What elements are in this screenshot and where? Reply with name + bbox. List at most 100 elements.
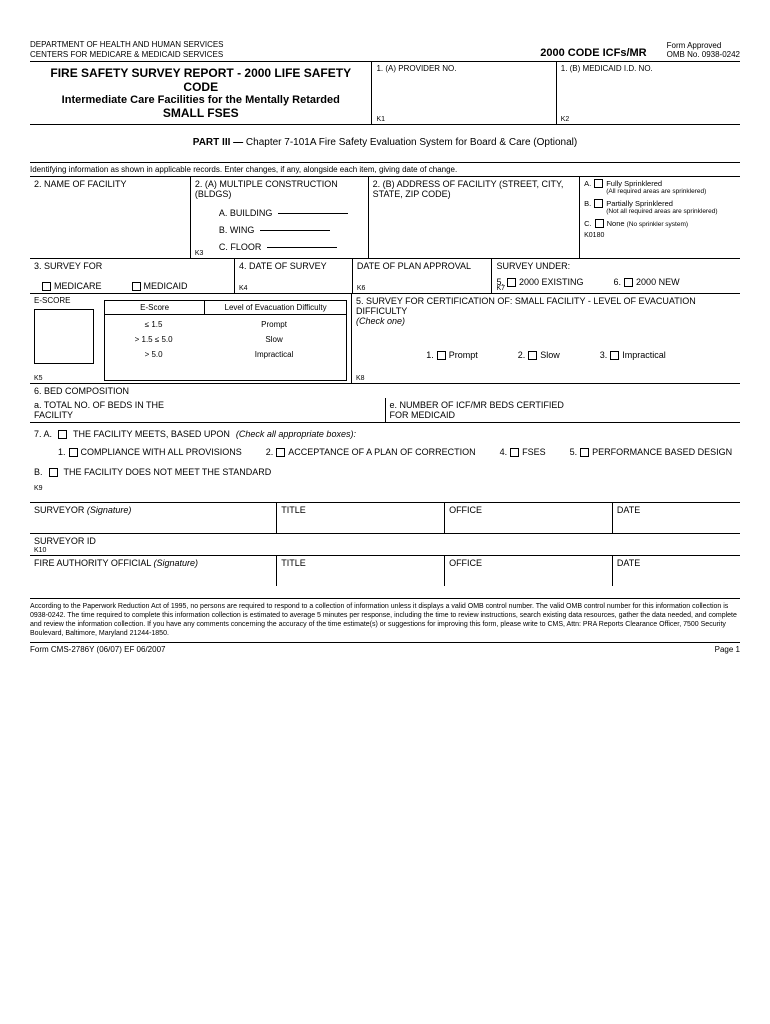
fire-title-cell[interactable]: TITLE [277, 556, 445, 586]
surveyor-sig-cell[interactable]: SURVEYOR (Signature) [30, 503, 277, 533]
escore-hdr1: E-Score [105, 301, 205, 314]
medicaid-label: MEDICAID [144, 281, 188, 291]
check-one: (Check one) [356, 316, 736, 326]
impractical-checkbox[interactable] [610, 351, 619, 360]
none-sprinklered-checkbox[interactable] [595, 219, 604, 228]
s7-2-pre: 2. [266, 447, 274, 457]
escore-r2a: > 1.5 ≤ 5.0 [107, 332, 200, 347]
s7a-text: THE FACILITY MEETS, BASED UPON [73, 429, 230, 439]
header-right: 2000 CODE ICFs/MR Form Approved OMB No. … [540, 41, 740, 59]
survey-under-cell: SURVEY UNDER: 5.2000 EXISTING 6.2000 NEW… [491, 259, 740, 293]
sprk-c-text: None [607, 219, 625, 228]
su-label: SURVEY UNDER: [496, 261, 736, 271]
fully-sprinklered-checkbox[interactable] [594, 179, 603, 188]
building-field[interactable] [278, 205, 348, 214]
performance-checkbox[interactable] [580, 448, 589, 457]
medicare-checkbox[interactable] [42, 282, 51, 291]
sprinkler-cell: A. Fully Sprinklered(All required areas … [580, 177, 740, 258]
info-note: Identifying information as shown in appl… [30, 162, 740, 176]
medicaid-checkbox[interactable] [132, 282, 141, 291]
wing-field[interactable] [260, 222, 330, 231]
evac-2-pre: 2. [518, 350, 526, 360]
fire-sig-cell[interactable]: FIRE AUTHORITY OFFICIAL (Signature) [30, 556, 277, 586]
s7a-pre: 7. A. [34, 429, 52, 439]
k5-label: K5 [34, 375, 43, 382]
sig-ital1: (Signature) [87, 505, 132, 515]
escore-side: E-SCORE [34, 296, 94, 381]
s7-1-pre: 1. [58, 447, 66, 457]
sprk-a-text: Fully Sprinklered [606, 179, 706, 188]
wing-label: B. WING [219, 222, 255, 239]
escore-r1a: ≤ 1.5 [107, 317, 200, 332]
bed-title: 6. BED COMPOSITION [30, 384, 133, 398]
survey-for-label: 3. SURVEY FOR [34, 261, 230, 271]
survey-for-cell: 3. SURVEY FOR MEDICARE MEDICAID [30, 259, 234, 293]
fire-official-row: FIRE AUTHORITY OFFICIAL (Signature) TITL… [30, 555, 740, 586]
sprk-b-text: Partially Sprinklered [606, 199, 717, 208]
s7-1-text: COMPLIANCE WITH ALL PROVISIONS [81, 447, 242, 457]
paperwork-footer: According to the Paperwork Reduction Act… [30, 598, 740, 638]
title-block: FIRE SAFETY SURVEY REPORT - 2000 LIFE SA… [30, 62, 372, 124]
fses-checkbox[interactable] [510, 448, 519, 457]
form-number-row: Form CMS-2786Y (06/07) EF 06/2007 Page 1 [30, 642, 740, 654]
bed-icfmr-cell: e. NUMBER OF ICF/MR BEDS CERTIFIED FOR M… [386, 398, 741, 422]
title-line2: Intermediate Care Facilities for the Men… [38, 94, 363, 106]
acceptance-checkbox[interactable] [276, 448, 285, 457]
slow-checkbox[interactable] [528, 351, 537, 360]
escore-input-box[interactable] [34, 309, 94, 364]
medicare-label: MEDICARE [54, 281, 102, 291]
surveyor-date-cell[interactable]: DATE [613, 503, 740, 533]
escore-right: 5. SURVEY FOR CERTIFICATION OF: SMALL FA… [352, 294, 740, 383]
evac-1-text: Prompt [449, 350, 478, 360]
address-label: 2. (B) ADDRESS OF FACILITY (STREET, CITY… [373, 179, 576, 199]
dos-label: 4. DATE OF SURVEY [239, 261, 348, 271]
surveyor-id-label: SURVEYOR ID [34, 536, 736, 546]
part3-heading: PART III — Chapter 7-101A Fire Safety Ev… [30, 125, 740, 162]
not-meet-checkbox[interactable] [49, 468, 58, 477]
s7-4-text: FSES [522, 447, 546, 457]
escore-r1b: Prompt [204, 317, 344, 332]
row-facility: 2. NAME OF FACILITY 2. (A) MULTIPLE CONS… [30, 176, 740, 258]
building-label: A. BUILDING [219, 205, 273, 222]
existing-checkbox[interactable] [507, 278, 516, 287]
provider-label: 1. (A) PROVIDER NO. [376, 64, 551, 73]
escore-right-title: 5. SURVEY FOR CERTIFICATION OF: SMALL FA… [356, 296, 736, 316]
bed-total-cell: a. TOTAL NO. OF BEDS IN THE FACILITY [30, 398, 386, 422]
surveyor-office-cell[interactable]: OFFICE [445, 503, 613, 533]
evac-2-text: Slow [540, 350, 560, 360]
dept-block: DEPARTMENT OF HEALTH AND HUMAN SERVICES … [30, 40, 224, 59]
evac-1-pre: 1. [426, 350, 434, 360]
k7-label: K7 [496, 285, 505, 292]
title-line3: SMALL FSES [38, 106, 363, 120]
partially-sprinklered-checkbox[interactable] [594, 199, 603, 208]
fire-date-cell[interactable]: DATE [613, 556, 740, 586]
date-of-survey-cell: 4. DATE OF SURVEY K4 [234, 259, 352, 293]
escore-row: E-SCORE E-Score Level of Evacuation Diff… [30, 293, 740, 383]
facility-name-cell: 2. NAME OF FACILITY [30, 177, 191, 258]
surveyor-id-cell[interactable]: SURVEYOR ID K10 [30, 533, 740, 555]
sprk-c-sub: (No sprinkler system) [627, 221, 688, 228]
s7b-text: THE FACILITY DOES NOT MEET THE STANDARD [64, 467, 272, 477]
s7-4-pre: 4. [500, 447, 508, 457]
new-checkbox[interactable] [624, 278, 633, 287]
floor-field[interactable] [267, 239, 337, 248]
omb-block: Form Approved OMB No. 0938-0242 [667, 41, 740, 59]
facility-meets-checkbox[interactable] [58, 430, 67, 439]
k10-label: K10 [34, 547, 46, 554]
escore-title: E-SCORE [34, 296, 94, 305]
mult-label: 2. (A) MULTIPLE CONSTRUCTION (BLDGS) [195, 179, 364, 199]
escore-r3a: > 5.0 [107, 347, 200, 362]
fire-office-cell[interactable]: OFFICE [445, 556, 613, 586]
s7a-ital: (Check all appropriate boxes): [236, 429, 356, 439]
dept-line1: DEPARTMENT OF HEALTH AND HUMAN SERVICES [30, 40, 224, 50]
floor-label: C. FLOOR [219, 239, 262, 256]
section-7: 7. A. THE FACILITY MEETS, BASED UPON (Ch… [30, 422, 740, 502]
bed-title-row: 6. BED COMPOSITION [30, 383, 740, 398]
prompt-checkbox[interactable] [437, 351, 446, 360]
escore-hdr2: Level of Evacuation Difficulty [205, 301, 346, 314]
k4-label: K4 [239, 285, 248, 292]
evac-3-text: Impractical [622, 350, 666, 360]
compliance-checkbox[interactable] [69, 448, 78, 457]
bed-total-label: a. TOTAL NO. OF BEDS IN THE FACILITY [34, 400, 184, 420]
surveyor-title-cell[interactable]: TITLE [277, 503, 445, 533]
